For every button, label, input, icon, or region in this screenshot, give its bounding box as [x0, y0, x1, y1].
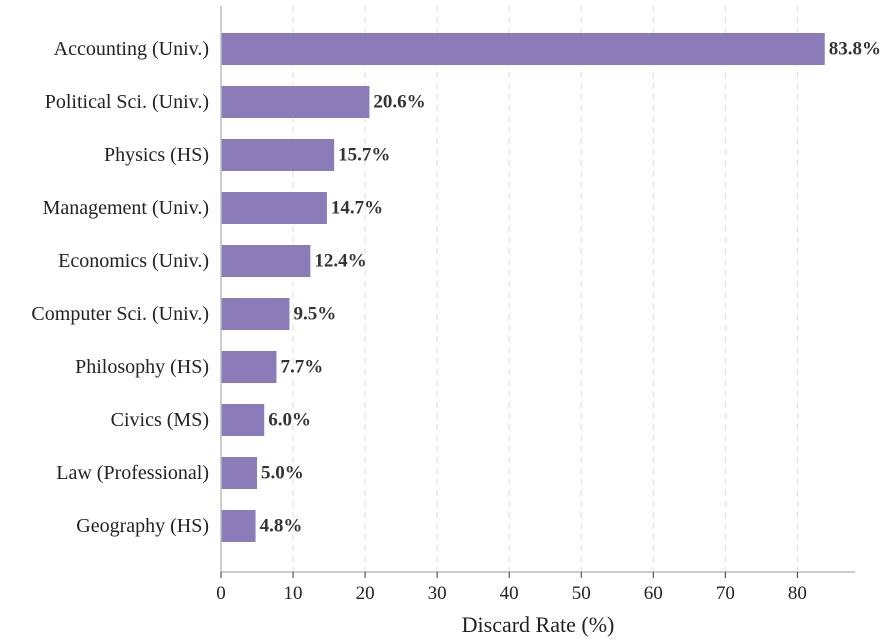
category-label: Management (Univ.)	[43, 197, 209, 219]
category-label: Civics (MS)	[111, 409, 209, 431]
value-label: 4.8%	[260, 516, 303, 537]
bar	[221, 510, 256, 542]
x-tick-label: 10	[284, 583, 303, 604]
value-label: 12.4%	[314, 251, 366, 272]
x-ticks: 0 10 20 30 40 50 60 70 80	[216, 572, 807, 604]
x-tick-label: 70	[716, 583, 735, 604]
x-axis-title: Discard Rate (%)	[462, 612, 615, 637]
bar	[221, 298, 290, 330]
value-label: 9.5%	[293, 304, 336, 325]
value-label: 7.7%	[280, 357, 323, 378]
category-label: Economics (Univ.)	[58, 250, 209, 272]
value-label: 6.0%	[268, 410, 311, 431]
x-tick-label: 80	[788, 583, 807, 604]
value-label: 5.0%	[261, 463, 304, 484]
x-tick-label: 30	[428, 583, 447, 604]
bar	[221, 192, 327, 224]
x-tick-label: 0	[216, 583, 226, 604]
category-labels: Accounting (Univ.) Political Sci. (Univ.)…	[31, 38, 209, 537]
x-tick-label: 50	[572, 583, 591, 604]
bar	[221, 139, 335, 171]
bar	[221, 86, 370, 118]
category-label: Law (Professional)	[56, 462, 209, 484]
axes	[220, 6, 855, 573]
bars	[221, 33, 825, 542]
category-label: Computer Sci. (Univ.)	[31, 303, 209, 325]
bar	[221, 33, 825, 65]
category-label: Accounting (Univ.)	[54, 38, 209, 60]
value-label: 15.7%	[338, 145, 390, 166]
category-label: Political Sci. (Univ.)	[45, 91, 209, 113]
value-label: 20.6%	[373, 92, 425, 113]
value-labels: 83.8% 20.6% 15.7% 14.7% 12.4% 9.5% 7.7% 6.0% 5.0…	[260, 39, 881, 537]
bar	[221, 245, 311, 277]
x-tick-label: 60	[644, 583, 663, 604]
bar	[221, 351, 277, 383]
category-label: Philosophy (HS)	[75, 356, 209, 378]
bar	[221, 457, 258, 489]
value-label: 83.8%	[829, 39, 881, 60]
x-tick-label: 40	[500, 583, 519, 604]
bar	[221, 404, 265, 436]
value-label: 14.7%	[331, 198, 383, 219]
x-tick-label: 20	[356, 583, 375, 604]
category-label: Geography (HS)	[76, 515, 209, 537]
category-label: Physics (HS)	[104, 144, 209, 166]
